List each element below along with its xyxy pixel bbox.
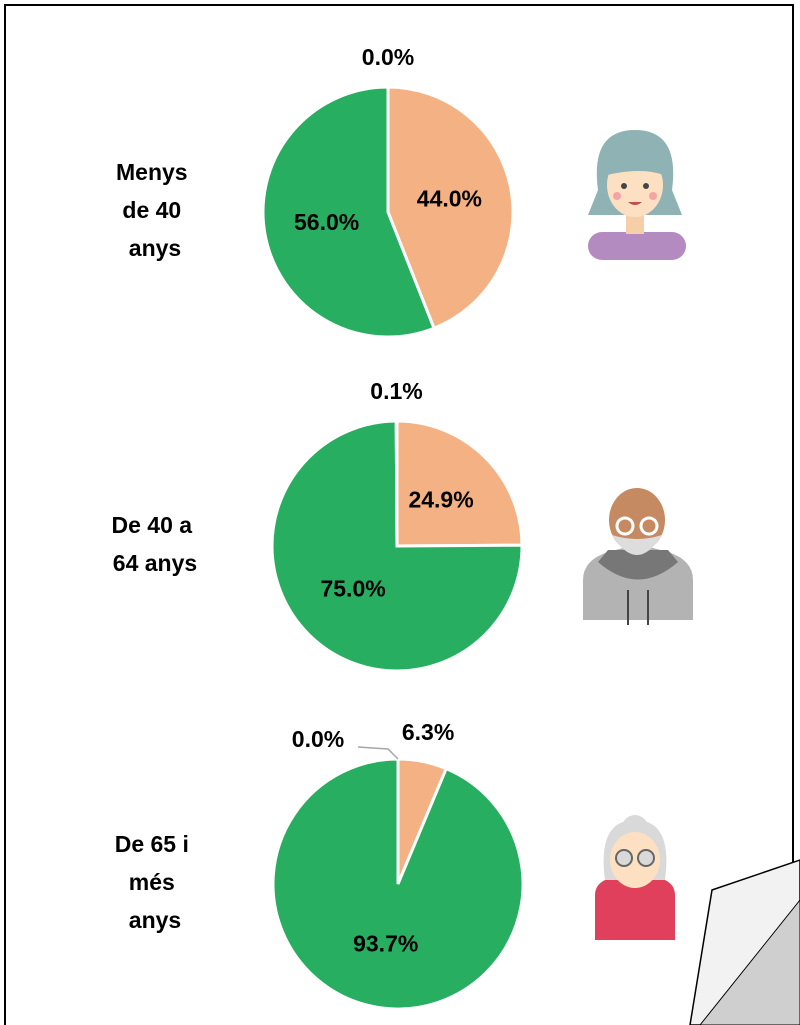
pie-slice bbox=[273, 759, 523, 1009]
data-label: 6.3% bbox=[402, 719, 454, 745]
data-label: 56.0% bbox=[294, 209, 359, 235]
data-label: 44.0% bbox=[417, 185, 482, 211]
data-label: 0.1% bbox=[370, 378, 422, 404]
data-label: 93.7% bbox=[353, 930, 418, 956]
pie-slice bbox=[397, 421, 522, 546]
data-label: 75.0% bbox=[320, 576, 385, 602]
pie-slice bbox=[396, 421, 397, 546]
data-label: 0.0% bbox=[362, 44, 414, 70]
leader-line bbox=[358, 747, 398, 759]
data-label: 0.0% bbox=[292, 726, 344, 752]
pie-title: De 65 i més anys bbox=[115, 831, 196, 933]
pie-title: De 40 a 64 anys bbox=[112, 512, 199, 576]
pie-title: Menys de 40 anys bbox=[116, 159, 194, 261]
data-label: 24.9% bbox=[408, 487, 473, 513]
paper-decoration bbox=[690, 860, 800, 1025]
chart: Menys de 40 anys 44.0% 56.0% 0.0% De 40 a 64… bbox=[0, 0, 800, 1025]
woman-icon bbox=[588, 130, 686, 260]
grandma-icon bbox=[595, 815, 675, 940]
man-icon bbox=[583, 488, 693, 625]
